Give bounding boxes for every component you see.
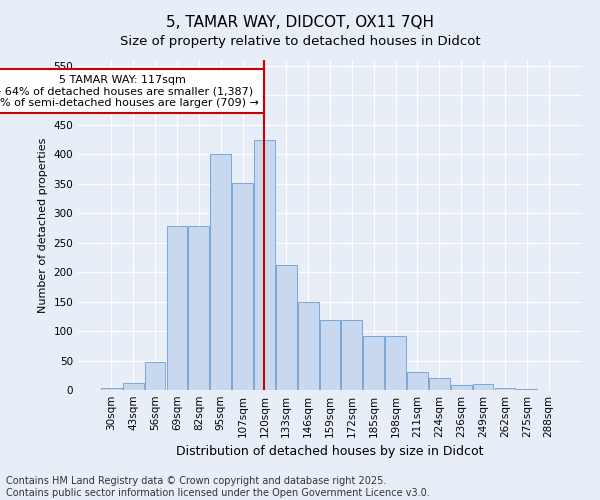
Bar xyxy=(232,182,253,390)
Bar xyxy=(364,336,384,390)
Y-axis label: Number of detached properties: Number of detached properties xyxy=(38,138,48,312)
Bar xyxy=(407,372,428,390)
Bar xyxy=(473,384,493,390)
Bar xyxy=(254,140,275,390)
Bar xyxy=(320,320,340,390)
Text: 5, TAMAR WAY, DIDCOT, OX11 7QH: 5, TAMAR WAY, DIDCOT, OX11 7QH xyxy=(166,15,434,30)
Bar xyxy=(385,336,406,390)
Bar xyxy=(101,388,122,390)
Bar xyxy=(341,320,362,390)
Bar xyxy=(145,362,166,390)
Bar xyxy=(429,378,450,390)
Bar xyxy=(188,226,209,390)
Bar xyxy=(167,226,187,390)
Bar xyxy=(451,386,472,390)
Text: Contains HM Land Registry data © Crown copyright and database right 2025.
Contai: Contains HM Land Registry data © Crown c… xyxy=(6,476,430,498)
Bar xyxy=(494,388,515,390)
Bar xyxy=(298,302,319,390)
Bar xyxy=(123,383,143,390)
Text: 5 TAMAR WAY: 117sqm
← 64% of detached houses are smaller (1,387)
33% of semi-det: 5 TAMAR WAY: 117sqm ← 64% of detached ho… xyxy=(0,74,259,108)
X-axis label: Distribution of detached houses by size in Didcot: Distribution of detached houses by size … xyxy=(176,446,484,458)
Bar xyxy=(210,154,231,390)
Text: Size of property relative to detached houses in Didcot: Size of property relative to detached ho… xyxy=(119,35,481,48)
Bar xyxy=(276,265,296,390)
